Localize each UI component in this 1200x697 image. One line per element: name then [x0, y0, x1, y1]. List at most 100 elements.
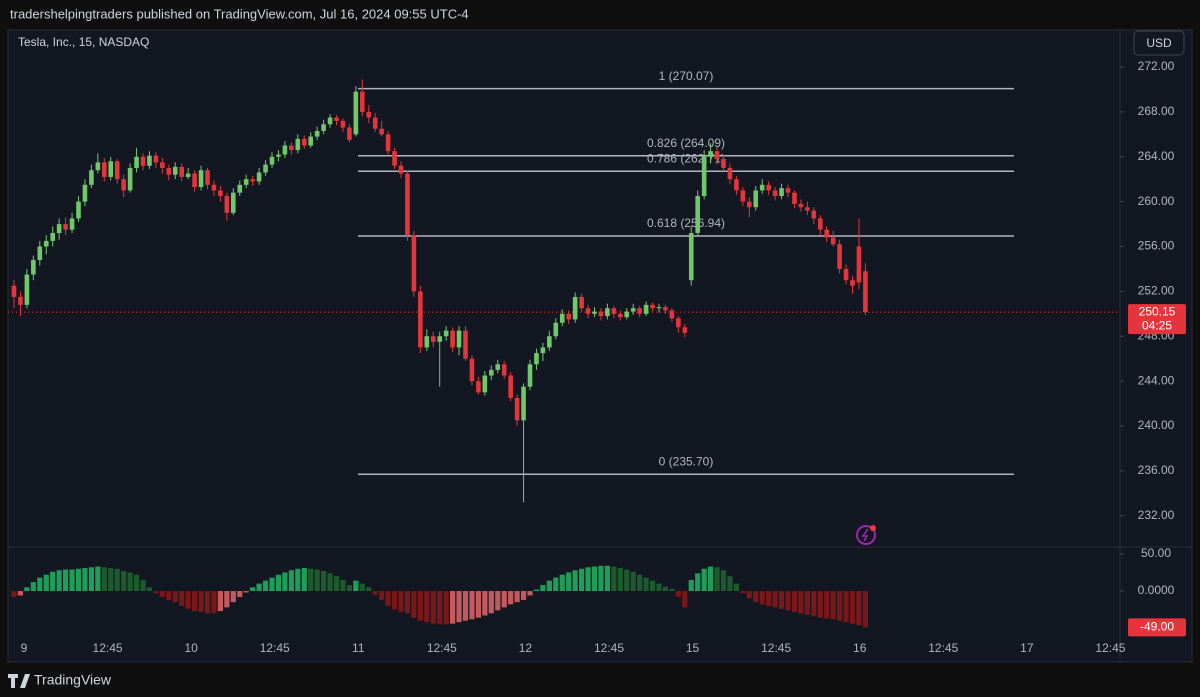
histogram-bar: [450, 591, 456, 624]
candle-body: [250, 179, 255, 182]
histogram-bar: [649, 580, 656, 592]
x-tick-label: 15: [686, 641, 700, 655]
histogram-bar: [321, 571, 327, 592]
histogram-bar: [849, 591, 856, 624]
histogram-bar: [50, 571, 56, 592]
candle-body: [785, 188, 791, 193]
x-tick-label: 12:45: [928, 641, 958, 655]
candle-body: [598, 311, 604, 317]
x-tick-label: 16: [853, 641, 867, 655]
candle-body: [676, 318, 681, 328]
x-tick-label: 12:45: [1095, 641, 1125, 655]
candle-body: [308, 136, 313, 146]
histogram-bar: [185, 591, 191, 609]
histogram-bar: [256, 583, 262, 592]
osc-y-tick-label: 50.00: [1141, 546, 1171, 560]
y-tick-label: 260.00: [1138, 194, 1175, 208]
histogram-bar: [250, 587, 256, 592]
fib-label: 0 (235.70): [659, 454, 714, 468]
y-tick-label: 244.00: [1138, 373, 1175, 387]
candle-body: [863, 271, 868, 313]
histogram-bar: [340, 579, 346, 592]
histogram-bar: [314, 569, 320, 592]
candle-body: [127, 167, 133, 191]
y-tick-label: 252.00: [1138, 284, 1175, 298]
last-price-label: 250.15: [1139, 304, 1176, 318]
histogram-bar: [379, 591, 385, 600]
histogram-bar: [359, 583, 365, 592]
histogram-bar: [391, 591, 398, 610]
candle-body: [69, 218, 75, 230]
footer-logo: TradingView: [8, 672, 112, 688]
candle-body: [747, 201, 752, 208]
x-tick-label: 9: [21, 641, 28, 655]
candle-body: [805, 207, 810, 211]
histogram-bar: [611, 566, 617, 592]
histogram-bar: [720, 570, 727, 592]
candle-body: [817, 218, 823, 230]
histogram-bar: [527, 591, 533, 596]
candle-body: [95, 162, 101, 171]
candle-body: [418, 291, 423, 348]
histogram-bar: [753, 591, 759, 603]
histogram-bar: [275, 574, 282, 592]
fib-label: 0.618 (256.94): [647, 216, 725, 230]
histogram-bar: [192, 591, 198, 612]
candle-body: [282, 145, 288, 155]
candle-body: [630, 308, 636, 312]
candle-body: [740, 190, 746, 202]
candle-body: [508, 375, 513, 398]
histogram-bar: [443, 591, 449, 625]
histogram-bar: [75, 568, 82, 592]
candle-body: [37, 246, 43, 260]
candle-body: [121, 179, 126, 191]
histogram-bar: [546, 580, 552, 592]
x-tick-label: 12: [519, 641, 533, 655]
candle-body: [792, 192, 797, 204]
histogram-bar: [327, 573, 333, 592]
candle-body: [31, 259, 36, 275]
candle-body: [618, 313, 623, 318]
candle-body: [469, 358, 475, 382]
histogram-bar: [243, 591, 249, 593]
candle-body: [540, 347, 546, 354]
candle-body: [527, 364, 533, 387]
histogram-bar: [643, 577, 649, 592]
histogram-bar: [598, 565, 604, 592]
candle-body: [172, 166, 178, 175]
histogram-bar: [366, 587, 372, 592]
histogram-bar: [179, 591, 185, 606]
histogram-bar: [566, 572, 572, 592]
alert-icon[interactable]: [856, 525, 876, 545]
histogram-bar: [830, 591, 836, 620]
logo-mark: [8, 674, 30, 688]
candle-body: [450, 330, 455, 348]
histogram-bar: [540, 585, 546, 592]
x-tick-label: 12:45: [260, 641, 290, 655]
candle-body: [82, 184, 88, 202]
histogram-bar: [353, 580, 359, 592]
candle-body: [759, 184, 765, 191]
candle-body: [347, 127, 352, 140]
candle-body: [643, 304, 649, 314]
histogram-bar: [740, 591, 746, 594]
alert-circle: [856, 525, 876, 545]
histogram-bar: [308, 568, 314, 592]
candle-body: [547, 336, 552, 348]
x-tick-label: 10: [184, 641, 198, 655]
candle-body: [463, 330, 468, 359]
histogram-bar: [488, 591, 494, 614]
histogram-bar: [37, 577, 43, 592]
histogram-bar: [95, 566, 101, 592]
histogram-bar: [843, 591, 849, 623]
currency-button[interactable]: [1133, 30, 1185, 56]
histogram-bar: [682, 591, 688, 608]
candle-body: [334, 117, 339, 121]
histogram-bar: [172, 591, 178, 603]
histogram-bar: [482, 591, 488, 616]
candle-body: [663, 307, 668, 311]
histogram-bar: [43, 574, 49, 592]
candle-body: [243, 179, 249, 185]
candle-body: [314, 130, 320, 137]
